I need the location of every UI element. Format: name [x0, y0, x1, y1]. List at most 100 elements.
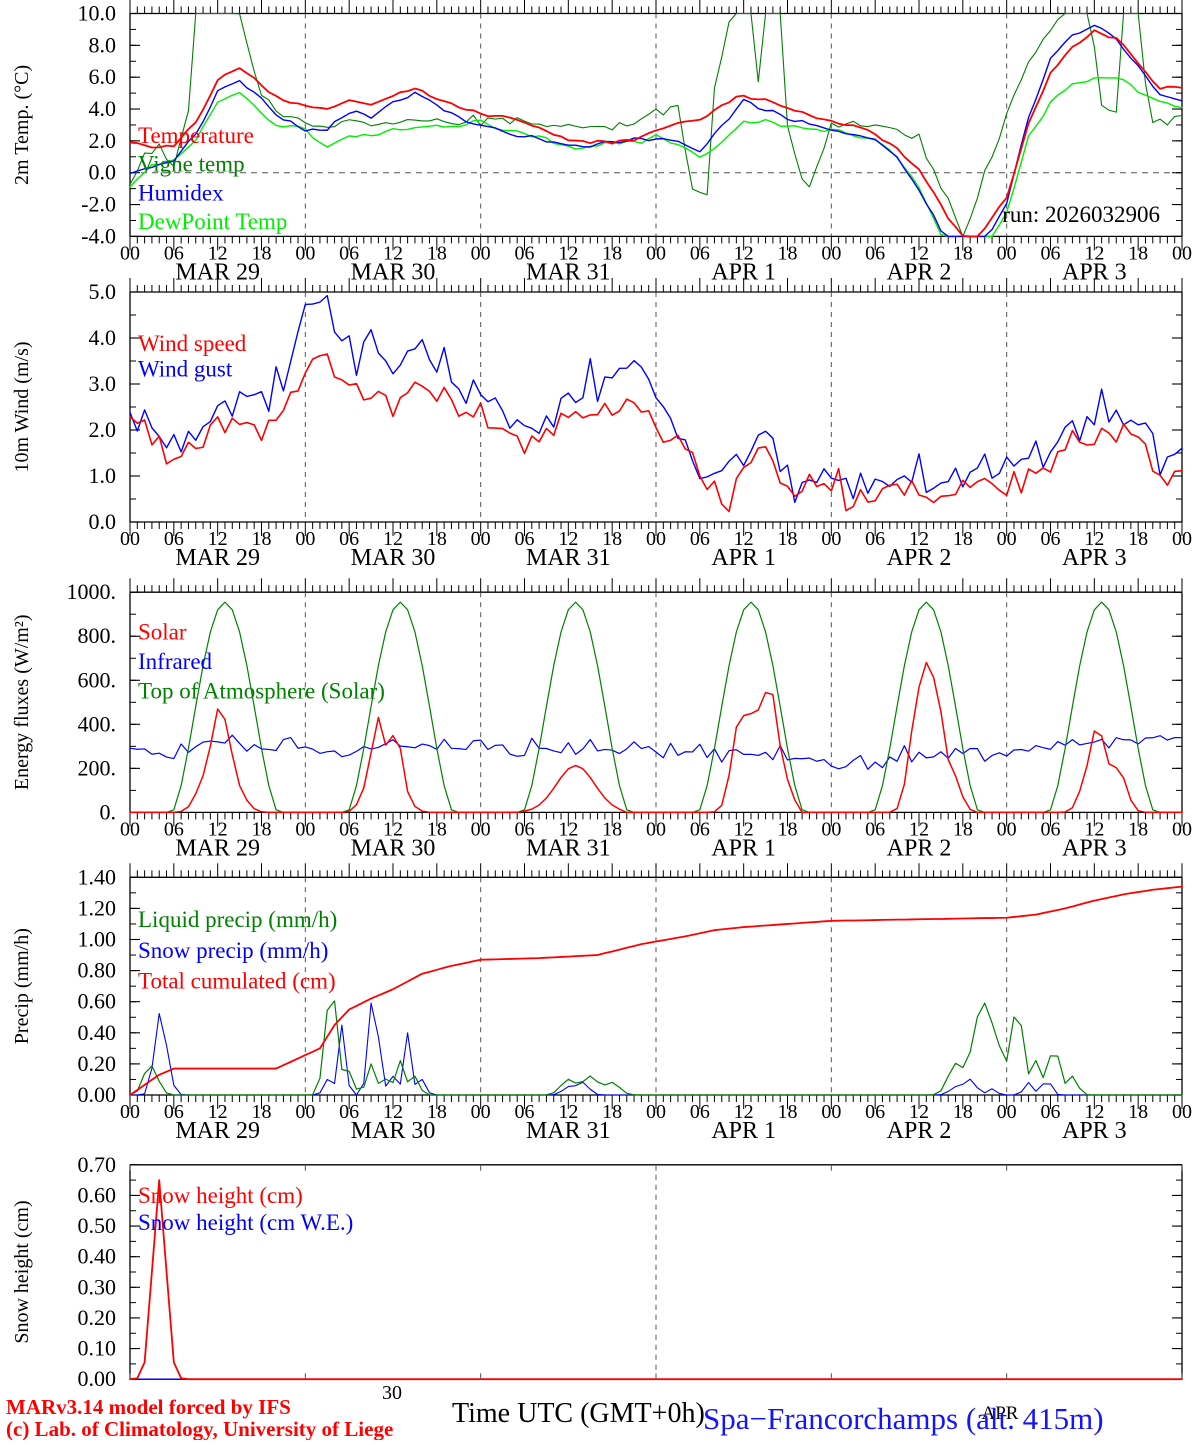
svg-text:400.: 400.: [78, 711, 117, 736]
svg-text:MAR 31: MAR 31: [526, 835, 611, 861]
svg-text:0.10: 0.10: [78, 1336, 117, 1361]
svg-text:3.0: 3.0: [89, 371, 117, 396]
svg-text:00: 00: [295, 1101, 315, 1123]
svg-text:2.0: 2.0: [89, 417, 117, 442]
svg-text:200.: 200.: [78, 755, 117, 780]
svg-text:MAR 31: MAR 31: [526, 545, 611, 571]
svg-text:0.40: 0.40: [78, 1244, 117, 1269]
svg-text:Wind gust: Wind gust: [138, 357, 233, 382]
svg-text:18: 18: [778, 1101, 798, 1123]
svg-text:Infrared: Infrared: [138, 649, 213, 674]
svg-text:8.0: 8.0: [89, 32, 117, 57]
svg-text:Temperature: Temperature: [138, 123, 254, 148]
svg-text:00: 00: [821, 1101, 841, 1123]
svg-text:00: 00: [997, 1101, 1017, 1123]
svg-text:06: 06: [690, 242, 710, 264]
svg-text:MAR 30: MAR 30: [351, 1118, 436, 1144]
svg-text:MAR 29: MAR 29: [175, 1118, 260, 1144]
svg-text:00: 00: [471, 242, 491, 264]
svg-text:00: 00: [1172, 818, 1192, 840]
svg-text:00: 00: [821, 818, 841, 840]
svg-text:06: 06: [1041, 242, 1061, 264]
svg-text:00: 00: [1172, 1101, 1192, 1123]
svg-text:06: 06: [690, 528, 710, 550]
svg-text:18: 18: [1128, 1101, 1148, 1123]
svg-text:18: 18: [953, 242, 973, 264]
svg-text:Energy fluxes (W/m²): Energy fluxes (W/m²): [11, 615, 33, 791]
svg-text:18: 18: [1128, 818, 1148, 840]
svg-text:4.0: 4.0: [89, 325, 117, 350]
svg-text:00: 00: [646, 242, 666, 264]
svg-text:APR 1: APR 1: [711, 545, 776, 571]
svg-text:Snow precip (mm/h): Snow precip (mm/h): [138, 938, 328, 963]
svg-text:Liquid precip (mm/h): Liquid precip (mm/h): [138, 907, 337, 932]
svg-text:0.30: 0.30: [78, 1274, 117, 1299]
svg-text:00: 00: [821, 528, 841, 550]
svg-text:00: 00: [120, 818, 140, 840]
svg-text:APR 2: APR 2: [887, 545, 952, 571]
svg-text:0.40: 0.40: [78, 1020, 117, 1045]
svg-text:00: 00: [471, 1101, 491, 1123]
svg-text:APR 1: APR 1: [711, 1118, 776, 1144]
svg-text:00: 00: [120, 1101, 140, 1123]
svg-text:2.0: 2.0: [89, 128, 117, 153]
svg-text:1.20: 1.20: [78, 895, 117, 920]
svg-text:00: 00: [471, 528, 491, 550]
svg-text:MAR 29: MAR 29: [175, 835, 260, 861]
svg-text:00: 00: [295, 242, 315, 264]
svg-text:18: 18: [778, 242, 798, 264]
svg-text:MAR 30: MAR 30: [351, 545, 436, 571]
svg-text:1.00: 1.00: [78, 927, 117, 952]
svg-text:06: 06: [690, 1101, 710, 1123]
svg-text:Wind speed: Wind speed: [138, 331, 247, 356]
svg-text:Spa−Francorchamps (alt. 415m): Spa−Francorchamps (alt. 415m): [703, 1401, 1104, 1436]
svg-text:06: 06: [865, 242, 885, 264]
svg-text:00: 00: [646, 528, 666, 550]
svg-text:-4.0: -4.0: [81, 223, 116, 248]
svg-text:06: 06: [1041, 818, 1061, 840]
svg-text:APR 3: APR 3: [1062, 1118, 1127, 1144]
svg-text:18: 18: [1128, 528, 1148, 550]
svg-text:0.00: 0.00: [78, 1082, 117, 1107]
svg-text:00: 00: [295, 528, 315, 550]
svg-text:Vigne temp: Vigne temp: [138, 152, 245, 177]
svg-text:00: 00: [821, 242, 841, 264]
svg-text:00: 00: [1172, 528, 1192, 550]
svg-text:1.40: 1.40: [78, 864, 117, 889]
svg-text:0.0: 0.0: [89, 509, 117, 534]
svg-text:00: 00: [997, 242, 1017, 264]
svg-text:0.20: 0.20: [78, 1305, 117, 1330]
svg-text:00: 00: [997, 818, 1017, 840]
svg-text:-2.0: -2.0: [81, 192, 116, 217]
svg-text:06: 06: [1041, 1101, 1061, 1123]
svg-text:18: 18: [778, 818, 798, 840]
svg-text:run: 2026032906: run: 2026032906: [1002, 202, 1160, 227]
svg-text:(c) Lab. of Climatology, Unive: (c) Lab. of Climatology, University of L…: [6, 1417, 393, 1440]
svg-text:30: 30: [382, 1382, 402, 1404]
svg-text:06: 06: [865, 528, 885, 550]
svg-text:APR 1: APR 1: [711, 835, 776, 861]
svg-text:00: 00: [295, 818, 315, 840]
svg-text:Total cumulated (cm): Total cumulated (cm): [138, 969, 336, 994]
svg-text:0.: 0.: [100, 799, 117, 824]
svg-text:06: 06: [690, 818, 710, 840]
svg-text:Snow height (cm): Snow height (cm): [138, 1183, 303, 1208]
svg-text:Time UTC (GMT+0h): Time UTC (GMT+0h): [452, 1398, 705, 1429]
svg-text:10m Wind (m/s): 10m Wind (m/s): [11, 341, 33, 472]
svg-text:MAR 30: MAR 30: [351, 835, 436, 861]
svg-text:00: 00: [1172, 242, 1192, 264]
svg-text:Humidex: Humidex: [138, 180, 224, 205]
svg-text:0.50: 0.50: [78, 1213, 117, 1238]
svg-text:6.0: 6.0: [89, 64, 117, 89]
svg-text:10.0: 10.0: [78, 1, 117, 26]
svg-text:4.0: 4.0: [89, 96, 117, 121]
svg-text:600.: 600.: [78, 667, 117, 692]
svg-text:1.0: 1.0: [89, 463, 117, 488]
svg-text:0.80: 0.80: [78, 958, 117, 983]
svg-text:MAR 31: MAR 31: [526, 1118, 611, 1144]
svg-text:00: 00: [120, 528, 140, 550]
svg-text:18: 18: [953, 1101, 973, 1123]
svg-text:00: 00: [646, 818, 666, 840]
svg-text:1000.: 1000.: [67, 579, 117, 604]
svg-text:MARv3.14 model forced by IFS: MARv3.14 model forced by IFS: [6, 1395, 291, 1419]
